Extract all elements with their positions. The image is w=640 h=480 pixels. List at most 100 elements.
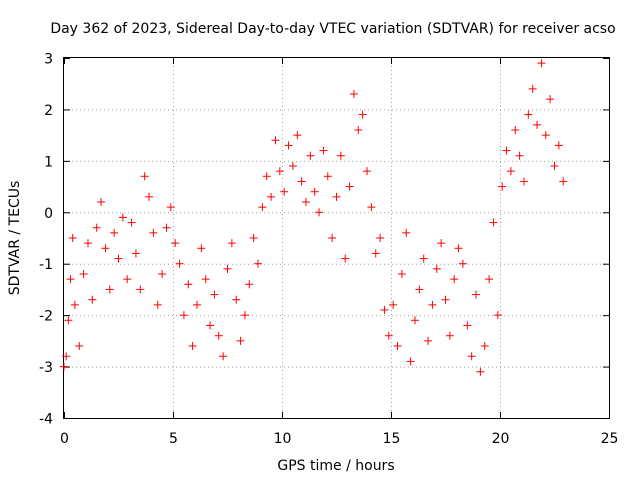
data-point: [301, 198, 310, 206]
data-point: [441, 295, 450, 304]
data-point: [166, 203, 175, 212]
data-point: [249, 234, 258, 242]
data-point: [240, 311, 249, 320]
data-point: [258, 203, 267, 212]
data-point: [206, 321, 215, 330]
data-point: [498, 182, 507, 191]
data-point: [68, 234, 77, 242]
data-point: [319, 146, 328, 155]
data-point: [145, 192, 154, 201]
data-point: [519, 177, 528, 186]
data-point: [511, 126, 520, 134]
data-point: [502, 146, 511, 155]
data-point: [179, 311, 188, 320]
data-point: [493, 311, 502, 320]
data-point: [432, 264, 441, 273]
data-point: [371, 249, 380, 258]
data-point: [188, 342, 197, 350]
data-point: [336, 151, 345, 160]
data-point: [332, 192, 341, 201]
data-point: [376, 234, 385, 242]
data-point: [110, 228, 119, 237]
data-point: [197, 244, 206, 253]
series-SDTVAR: [60, 59, 568, 376]
data-point: [467, 352, 476, 361]
data-points: [60, 59, 568, 376]
data-point: [171, 239, 180, 248]
data-point: [254, 259, 263, 268]
data-point: [297, 177, 306, 186]
data-point: [445, 331, 454, 340]
x-tick-label: 5: [169, 431, 178, 447]
data-point: [406, 357, 415, 366]
chart-title: Day 362 of 2023, Sidereal Day-to-day VTE…: [50, 21, 615, 37]
data-point: [358, 110, 367, 119]
data-point: [227, 239, 236, 248]
data-point: [114, 254, 123, 263]
data-point: [275, 167, 284, 176]
data-point: [397, 270, 406, 278]
data-point: [354, 126, 363, 134]
data-point: [454, 244, 463, 253]
y-tick-label: 0: [44, 206, 53, 222]
data-point: [245, 280, 254, 289]
data-point: [533, 120, 542, 129]
data-point: [323, 172, 332, 181]
data-point: [105, 285, 114, 294]
y-tick-label: -3: [39, 360, 53, 376]
data-point: [415, 285, 424, 294]
y-tick-label: -1: [39, 257, 53, 273]
data-point: [214, 331, 223, 340]
data-point: [328, 234, 337, 242]
y-tick-label: -4: [39, 412, 53, 428]
data-point: [554, 141, 563, 150]
data-point: [384, 331, 393, 340]
data-point: [341, 254, 350, 263]
data-point: [450, 275, 459, 284]
plot-frame: [63, 57, 610, 419]
data-point: [60, 362, 68, 371]
data-point: [310, 187, 319, 196]
data-point: [280, 187, 289, 196]
data-point: [389, 300, 398, 309]
x-tick-label: 0: [60, 431, 69, 447]
data-point: [192, 300, 201, 309]
y-tick-label: -2: [39, 309, 53, 325]
data-point: [153, 300, 162, 309]
data-point: [559, 177, 568, 186]
data-point: [485, 275, 494, 284]
data-point: [149, 228, 158, 237]
data-point: [236, 336, 245, 345]
data-point: [550, 162, 559, 170]
data-point: [70, 300, 79, 309]
data-point: [62, 352, 71, 361]
data-point: [262, 172, 271, 181]
data-point: [64, 316, 73, 325]
data-point: [419, 254, 428, 263]
data-point: [127, 218, 136, 227]
data-point: [541, 131, 550, 140]
y-tick-labels: -4 -3 -2 -1 0 1 2 3: [39, 52, 53, 428]
data-point: [140, 172, 149, 181]
data-point: [131, 249, 140, 258]
data-point: [402, 228, 411, 237]
data-point: [437, 239, 446, 248]
data-point: [97, 198, 106, 206]
data-point: [75, 342, 84, 350]
data-point: [472, 290, 481, 299]
x-tick-labels: 0 5 10 15 20 25: [60, 431, 618, 447]
data-point: [219, 352, 228, 361]
gridlines: [64, 58, 609, 418]
data-point: [410, 316, 419, 325]
data-point: [88, 295, 97, 304]
data-point: [349, 90, 358, 98]
data-point: [92, 223, 101, 232]
data-point: [223, 264, 232, 273]
data-point: [306, 151, 315, 160]
data-point: [288, 162, 297, 170]
data-point: [424, 336, 433, 345]
data-point: [271, 136, 280, 145]
data-point: [293, 131, 302, 140]
data-point: [158, 270, 167, 278]
